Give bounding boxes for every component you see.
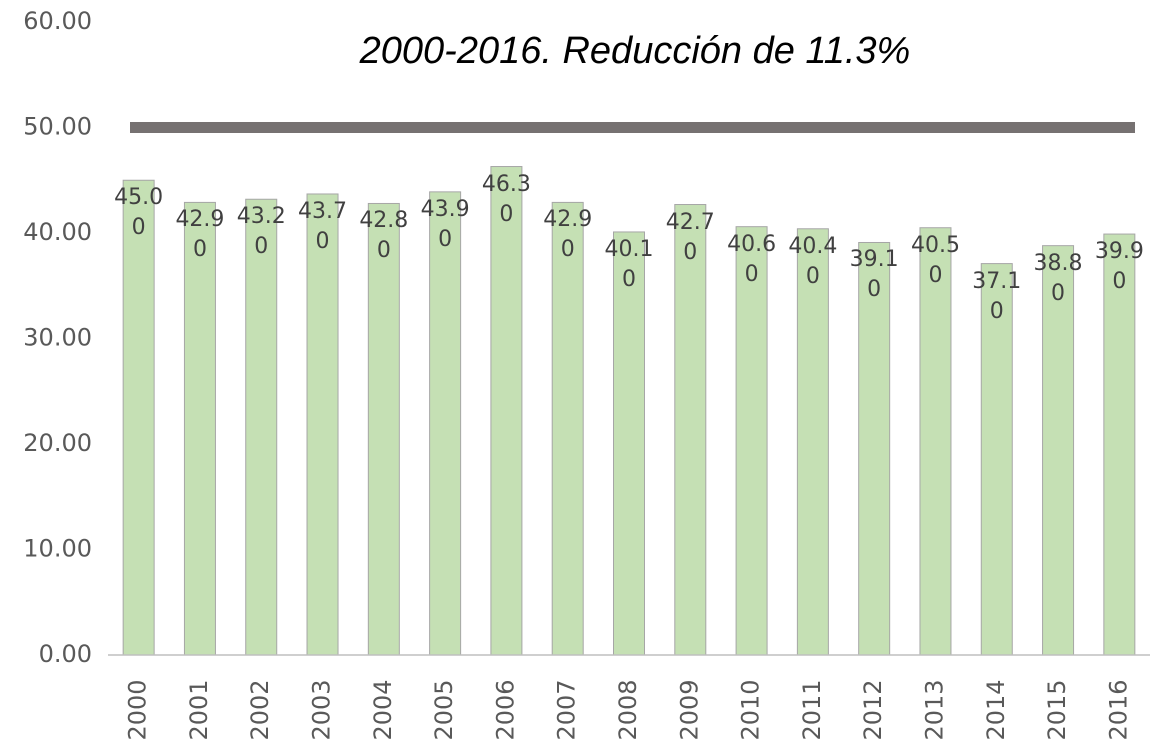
bar bbox=[919, 227, 952, 656]
chart-title: 2000-2016. Reducción de 11.3% bbox=[359, 30, 911, 72]
x-tick-label: 2003 bbox=[308, 679, 336, 740]
y-tick-label: 0.00 bbox=[39, 640, 92, 668]
value-label: 37.10 bbox=[972, 268, 1022, 324]
value-label: 43.70 bbox=[298, 198, 347, 254]
x-tick-label: 2001 bbox=[185, 679, 213, 740]
bar bbox=[1103, 233, 1136, 656]
x-tick-label: 2013 bbox=[920, 679, 948, 740]
bar bbox=[674, 204, 707, 656]
value-label: 42.80 bbox=[359, 208, 409, 264]
x-tick-label: 2000 bbox=[124, 679, 152, 740]
x-tick-label: 2011 bbox=[798, 679, 826, 740]
x-tick-label: 2014 bbox=[982, 679, 1010, 740]
bar bbox=[796, 228, 829, 656]
x-tick-label: 2015 bbox=[1043, 679, 1071, 740]
y-tick-label: 50.00 bbox=[23, 113, 92, 141]
value-label: 43.20 bbox=[236, 204, 286, 260]
bar bbox=[858, 241, 891, 656]
y-tick-label: 30.00 bbox=[23, 324, 92, 352]
y-tick-label: 10.00 bbox=[23, 535, 92, 563]
x-tick-label: 2007 bbox=[553, 679, 581, 740]
x-tick-label: 2006 bbox=[491, 679, 519, 740]
x-tick-label: 2010 bbox=[737, 679, 765, 740]
bar bbox=[122, 179, 155, 656]
value-label: 38.80 bbox=[1033, 250, 1083, 306]
value-label: 43.90 bbox=[420, 196, 470, 252]
value-label: 42.70 bbox=[665, 209, 715, 265]
value-label: 42.90 bbox=[543, 207, 593, 263]
value-label: 39.90 bbox=[1094, 239, 1144, 295]
value-label: 39.10 bbox=[849, 247, 899, 303]
y-tick-label: 40.00 bbox=[23, 218, 92, 246]
y-tick-label: 20.00 bbox=[23, 429, 92, 457]
bar bbox=[429, 191, 462, 656]
x-tick-label: 2016 bbox=[1104, 679, 1132, 740]
value-label: 45.00 bbox=[114, 185, 164, 241]
x-tick-label: 2012 bbox=[859, 679, 887, 740]
bar bbox=[613, 231, 645, 656]
bar bbox=[551, 201, 584, 656]
value-label: 46.30 bbox=[481, 171, 531, 227]
y-tick-label: 60.00 bbox=[23, 7, 92, 35]
x-tick-label: 2009 bbox=[675, 679, 703, 740]
value-label: 42.90 bbox=[175, 207, 225, 263]
bar bbox=[367, 202, 400, 656]
value-label: 40.50 bbox=[910, 232, 960, 288]
value-label: 40.10 bbox=[604, 236, 654, 292]
bar bbox=[735, 226, 768, 656]
bar bbox=[306, 193, 339, 656]
bar bbox=[183, 201, 216, 656]
x-tick-label: 2008 bbox=[614, 679, 642, 740]
value-label: 40.60 bbox=[727, 231, 777, 287]
x-tick-label: 2004 bbox=[369, 679, 397, 740]
bar bbox=[245, 198, 278, 656]
x-tick-label: 2005 bbox=[430, 679, 458, 740]
value-label: 40.40 bbox=[788, 233, 838, 289]
bar bbox=[1042, 245, 1075, 656]
x-tick-label: 2002 bbox=[246, 679, 274, 740]
bar bbox=[490, 166, 523, 656]
